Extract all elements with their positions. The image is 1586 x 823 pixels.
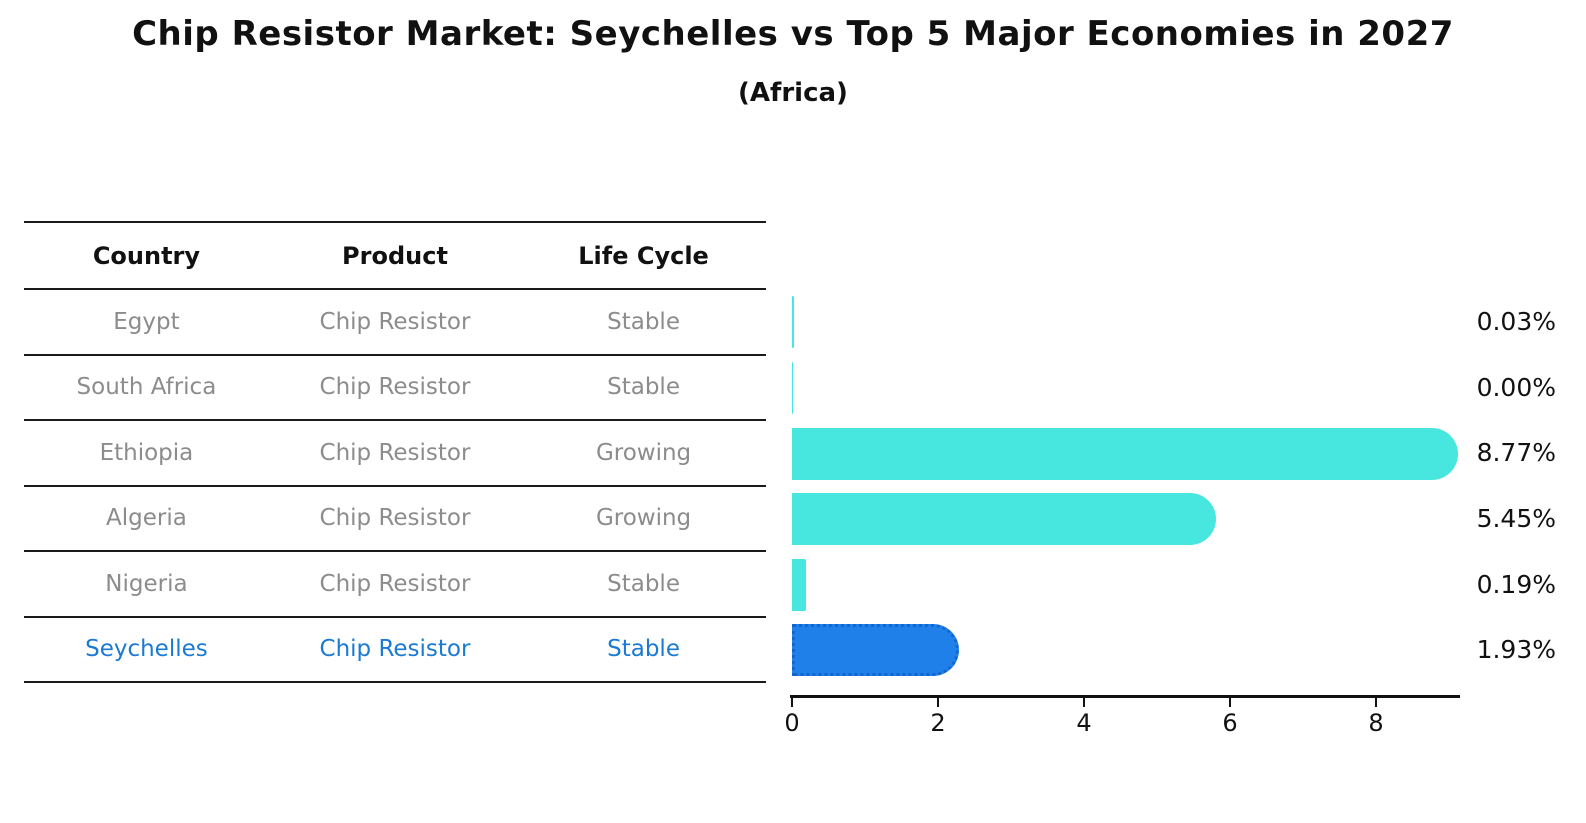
x-axis-tick-label: 0 [784,709,800,737]
x-axis-tick-label: 6 [1222,709,1238,737]
life-cycle-cell: Stable [607,636,680,663]
value-label-south-africa: 0.00% [1476,372,1556,402]
value-label-seychelles: 1.93% [1476,635,1556,664]
country-table: Country Product Life Cycle Egypt Chip Re… [24,221,766,683]
bar-south-africa [792,361,793,414]
bar-egypt [792,296,795,348]
country-cell: Algeria [106,505,187,532]
product-cell: Chip Resistor [319,439,471,466]
chart-subtitle: (Africa) [738,78,848,108]
x-axis-tick-label: 2 [930,709,946,737]
country-cell: Ethiopia [99,439,194,466]
life-cycle-cell: Stable [607,308,680,335]
table-row: Ethiopia Chip Resistor Growing [24,421,766,487]
product-cell: Chip Resistor [319,570,471,597]
bar-nigeria [792,559,806,611]
table-row: Algeria Chip Resistor Growing [24,487,766,552]
country-cell: Seychelles [85,636,208,663]
country-cell: Nigeria [105,570,188,597]
column-header-life-cycle: Life Cycle [578,241,709,270]
life-cycle-cell: Stable [607,374,680,401]
column-header-country: Country [92,241,201,270]
table-row: South Africa Chip Resistor Stable [24,356,766,421]
life-cycle-cell: Growing [595,505,692,532]
x-axis-tick [1375,698,1377,707]
table-row: Nigeria Chip Resistor Stable [24,552,766,618]
country-cell: South Africa [76,374,217,401]
life-cycle-cell: Growing [595,439,692,466]
bar-ethiopia [792,427,1459,480]
x-axis-line [790,695,1460,698]
bar-seychelles [792,624,959,676]
table-row: Egypt Chip Resistor Stable [24,290,766,356]
value-label-egypt: 0.03% [1476,307,1556,336]
x-axis-tick-label: 4 [1076,709,1092,737]
table-row-seychelles: Seychelles Chip Resistor Stable [24,618,766,683]
x-axis-tick-label: 8 [1368,709,1384,737]
table-header-row: Country Product Life Cycle [24,223,766,290]
x-axis-tick [1083,698,1085,707]
x-axis-tick [1229,698,1231,707]
value-label-nigeria: 0.19% [1476,569,1556,599]
x-axis-tick [791,698,793,707]
product-cell: Chip Resistor [319,505,471,532]
product-cell: Chip Resistor [319,308,471,335]
bar-algeria [792,493,1216,545]
x-axis-tick [937,698,939,707]
chart-title: Chip Resistor Market: Seychelles vs Top … [132,14,1454,54]
country-cell: Egypt [113,308,180,335]
product-cell: Chip Resistor [319,636,471,663]
column-header-product: Product [342,241,448,270]
value-label-algeria: 5.45% [1476,504,1556,533]
product-cell: Chip Resistor [319,374,471,401]
life-cycle-cell: Stable [607,570,680,597]
value-label-ethiopia: 8.77% [1476,438,1556,467]
